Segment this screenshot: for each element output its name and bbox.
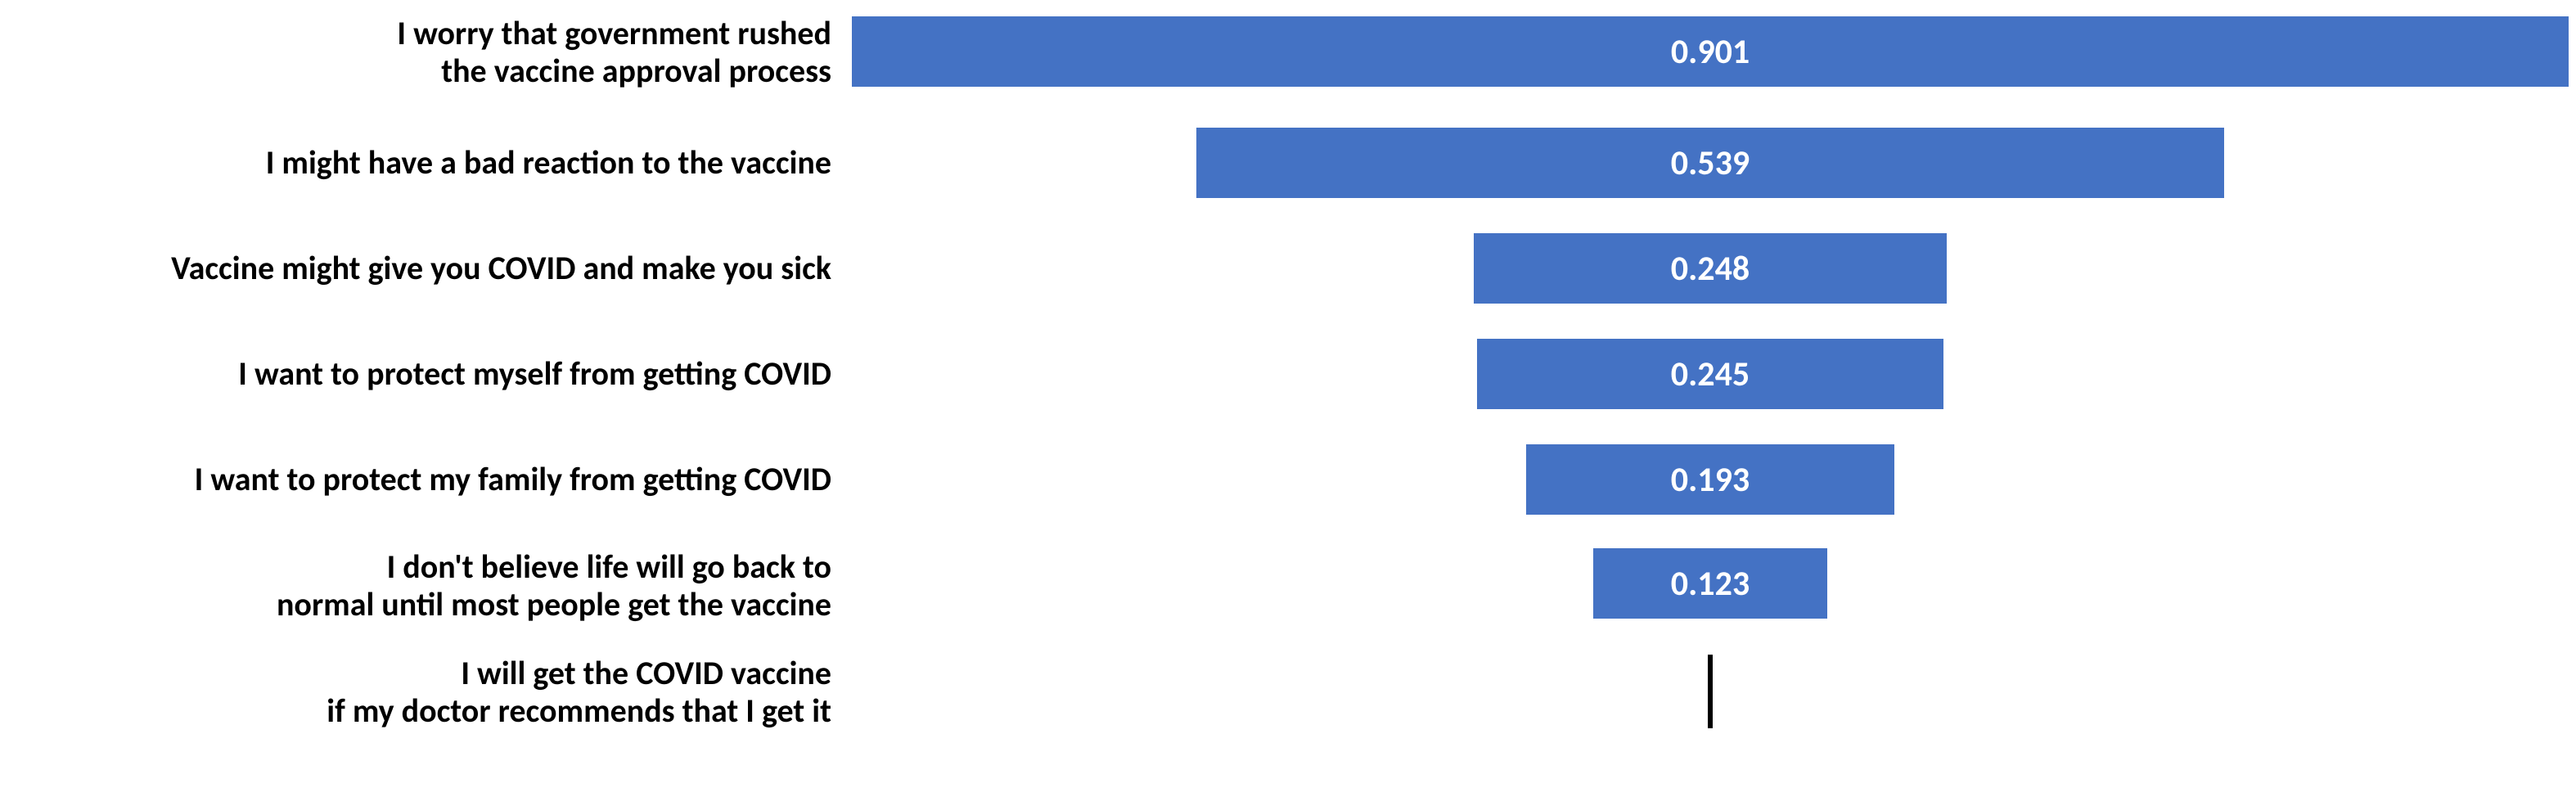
bar-value: 0.901	[1671, 31, 1750, 73]
bar-label: I will get the COVID vaccine if my docto…	[0, 655, 831, 730]
bar-label: I want to protect my family from getting…	[0, 461, 831, 498]
bar-label: I want to protect myself from getting CO…	[0, 355, 831, 393]
bar-value: 0.248	[1671, 248, 1750, 290]
bar-value: 0.245	[1671, 353, 1750, 395]
bar: 0.539	[1196, 128, 2223, 198]
bar-label: Vaccine might give you COVID and make yo…	[0, 250, 831, 287]
bar-label: I worry that government rushed the vacci…	[0, 15, 831, 90]
axis-center-tick	[1708, 655, 1713, 728]
bar: 0.901	[852, 16, 2569, 87]
bar-value: 0.193	[1671, 459, 1750, 501]
bar-value: 0.539	[1671, 142, 1750, 184]
bar-label: I might have a bad reaction to the vacci…	[0, 144, 831, 182]
bar-value: 0.123	[1671, 563, 1750, 605]
bar-label: I don't believe life will go back to nor…	[0, 548, 831, 624]
bar: 0.193	[1526, 444, 1894, 515]
funnel-bar-chart: I worry that government rushed the vacci…	[0, 0, 2576, 788]
bar: 0.123	[1593, 548, 1827, 619]
bar: 0.245	[1477, 339, 1943, 409]
bar: 0.248	[1474, 233, 1946, 304]
